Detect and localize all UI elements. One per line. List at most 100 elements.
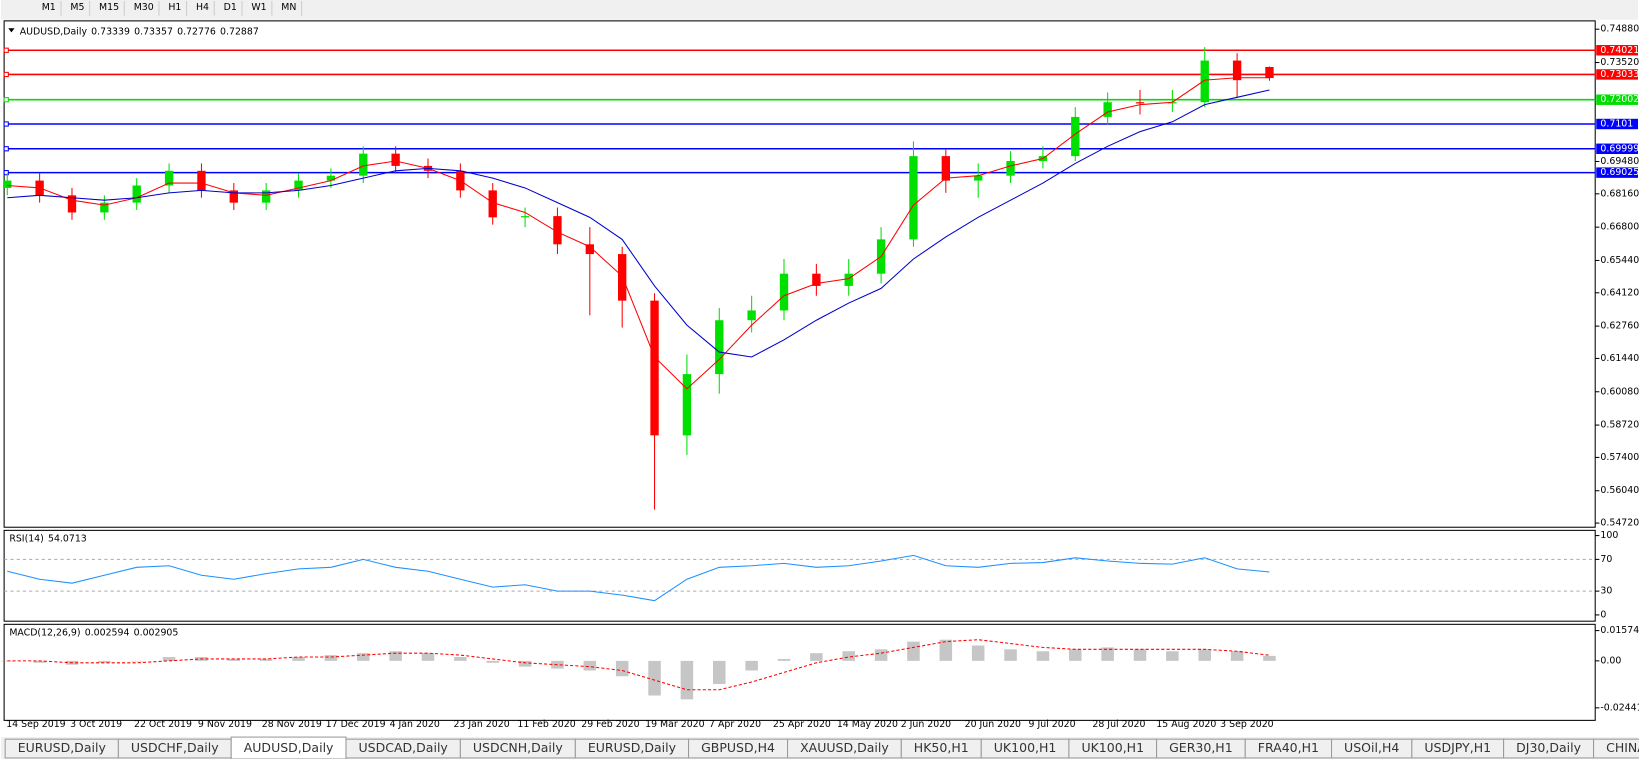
- tab-label: UK100,H1: [994, 740, 1057, 755]
- candle-body: [359, 153, 368, 176]
- x-tick-label: 28 Nov 2019: [262, 719, 322, 730]
- signal-line: [7, 639, 1270, 691]
- candle-body: [229, 190, 238, 203]
- candle-body: [1200, 60, 1209, 103]
- candle-body: [391, 153, 400, 166]
- timeframe-button[interactable]: D1: [224, 2, 237, 13]
- candle-body: [197, 170, 206, 191]
- rsi-pane: [3, 529, 1596, 622]
- macd-bar: [1004, 649, 1017, 661]
- timeframe-button[interactable]: M30: [134, 2, 154, 13]
- macd-bar: [615, 660, 629, 677]
- macd-bar: [745, 660, 758, 671]
- candle-body: [1232, 60, 1242, 81]
- macd-bar: [842, 651, 855, 661]
- candle-body: [100, 202, 109, 213]
- macd-bar: [583, 660, 597, 671]
- x-tick-label: 22 Oct 2019: [134, 719, 192, 730]
- x-tick-label: 9 Nov 2019: [198, 719, 252, 730]
- tab-label: USDCHF,Daily: [131, 740, 219, 755]
- y-tick-label: 0.74880: [1600, 24, 1639, 35]
- candle-body: [747, 310, 756, 321]
- rsi-value: 54.0713: [48, 533, 87, 544]
- candle-body: [553, 216, 562, 245]
- y-tick-label: 0.60080: [1600, 386, 1639, 397]
- macd-bar: [680, 660, 694, 700]
- tab-label: CHINA300,H1: [1606, 740, 1639, 755]
- level-anchor: [3, 47, 9, 53]
- candle-body: [294, 180, 303, 191]
- candle-body: [488, 190, 497, 218]
- level-label: 0.69999: [1600, 143, 1639, 154]
- candle-body: [1071, 116, 1080, 157]
- candle-body: [261, 190, 271, 203]
- macd-bar: [357, 653, 370, 661]
- y-tick-label: 0.64120: [1600, 287, 1639, 298]
- close-value: 0.72887: [220, 26, 259, 37]
- macd-bar: [810, 653, 823, 661]
- signal-value: 0.002905: [134, 627, 179, 638]
- macd-bar: [971, 645, 985, 661]
- y-tick-label: 0.56040: [1600, 485, 1639, 496]
- tab[interactable]: [1593, 738, 1639, 759]
- y-tick-label: 30: [1600, 586, 1612, 597]
- x-tick-label: 20 Jun 2020: [965, 719, 1021, 730]
- tab-label: XAUUSD,Daily: [800, 740, 889, 755]
- tab-label: EURUSD,Daily: [18, 740, 107, 755]
- tab-label: GBPUSD,H4: [701, 740, 775, 755]
- y-tick-label: 0.58720: [1600, 420, 1639, 431]
- y-tick-label: 0.65440: [1600, 255, 1639, 266]
- macd-bar: [162, 657, 176, 661]
- chart-window: [0, 19, 1639, 737]
- timeframe-button[interactable]: W1: [251, 2, 266, 13]
- level-label-box: [1596, 45, 1639, 56]
- y-tick-label: 0.73520: [1600, 57, 1639, 68]
- macd-bar: [1036, 651, 1050, 661]
- macd-bar: [518, 660, 532, 667]
- y-tick-label: 0.66800: [1600, 222, 1639, 233]
- level-anchor: [3, 71, 9, 78]
- timeframe-button[interactable]: H4: [196, 2, 209, 13]
- candle-body: [1135, 102, 1145, 104]
- macd-bar: [227, 658, 241, 661]
- y-tick-label: 0.69480: [1600, 156, 1639, 167]
- timeframe-button[interactable]: H1: [168, 2, 181, 13]
- x-tick-label: 15 Aug 2020: [1156, 719, 1216, 730]
- x-tick-label: 4 Jan 2020: [390, 719, 440, 730]
- level-label: 0.73033: [1600, 69, 1639, 80]
- tab-label: HK50,H1: [914, 740, 969, 755]
- macd-bar: [292, 657, 305, 661]
- macd-bar: [389, 651, 402, 661]
- macd-bar: [454, 657, 467, 661]
- y-tick-label: 0.54720: [1600, 518, 1639, 529]
- level-label: 0.74021: [1600, 45, 1639, 56]
- macd-bar: [1069, 649, 1082, 661]
- timeframe-button[interactable]: MN: [281, 2, 296, 13]
- timeframe-button[interactable]: M15: [99, 2, 119, 13]
- timeframe-button[interactable]: M5: [70, 2, 84, 13]
- rsi-title: RSI(14): [9, 533, 43, 544]
- open-value: 0.73339: [91, 26, 130, 37]
- toolbar: [0, 0, 1639, 20]
- x-tick-label: 9 Jul 2020: [1029, 719, 1076, 730]
- x-tick-label: 14 May 2020: [837, 719, 898, 730]
- level-anchor: [3, 97, 9, 103]
- x-tick-label: 25 Apr 2020: [773, 719, 831, 730]
- y-tick-label: 0.68160: [1600, 188, 1639, 199]
- candle-body: [1168, 102, 1177, 104]
- moving-average: [7, 89, 1270, 358]
- candle-body: [812, 273, 821, 286]
- timeframe-button[interactable]: M1: [42, 2, 56, 13]
- main-pane: [3, 20, 1596, 528]
- tab-label: USDCAD,Daily: [359, 740, 449, 755]
- macd-bar: [1166, 651, 1179, 661]
- macd-bar: [1198, 649, 1212, 661]
- macd-bar: [777, 658, 791, 661]
- macd-bar: [1133, 649, 1147, 661]
- level-label-box: [1596, 167, 1639, 178]
- macd-bar: [324, 655, 338, 661]
- level-label-box: [1596, 69, 1639, 80]
- macd-bar: [1263, 655, 1276, 661]
- candle-body: [779, 273, 789, 311]
- level-label: 0.72002: [1600, 94, 1639, 105]
